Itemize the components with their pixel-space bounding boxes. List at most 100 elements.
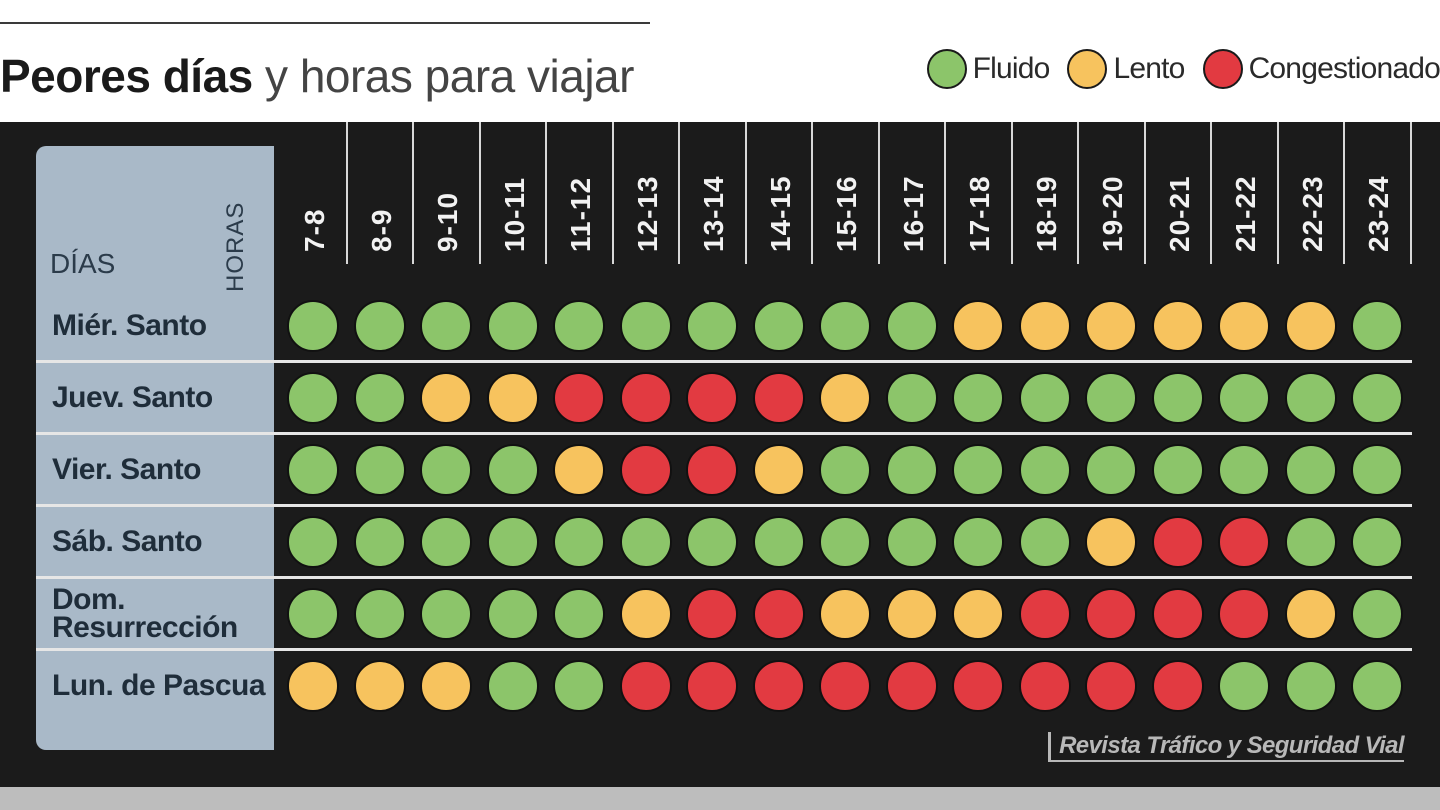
hour-column-divider	[545, 122, 547, 264]
traffic-dot	[1085, 444, 1138, 496]
traffic-dot	[952, 444, 1005, 496]
traffic-dot	[420, 588, 473, 640]
row-separator	[36, 648, 1412, 651]
traffic-dot	[420, 444, 473, 496]
traffic-dot	[619, 372, 672, 424]
hour-column-divider	[1210, 122, 1212, 264]
traffic-dot	[353, 372, 406, 424]
day-tick-label: Miér. Santo	[52, 309, 207, 342]
traffic-dot	[819, 300, 872, 352]
top-rule	[0, 22, 650, 24]
traffic-dot	[553, 372, 606, 424]
day-tick-label: Lun. de Pascua	[52, 669, 266, 702]
traffic-dot	[553, 444, 606, 496]
traffic-dot	[287, 588, 340, 640]
hour-tick-label: 8-9	[365, 208, 397, 252]
traffic-dot	[1018, 588, 1071, 640]
traffic-dot	[1018, 516, 1071, 568]
traffic-dot	[819, 588, 872, 640]
traffic-dot	[420, 372, 473, 424]
hour-tick-label: 22-23	[1296, 175, 1328, 252]
traffic-dot	[1351, 300, 1404, 352]
hour-tick-label: 9-10	[432, 191, 464, 252]
traffic-dot	[353, 660, 406, 712]
hour-column-divider	[811, 122, 813, 264]
traffic-dot	[686, 588, 739, 640]
title-light: y horas para viajar	[265, 50, 634, 102]
traffic-dot	[619, 300, 672, 352]
traffic-dot	[1218, 516, 1271, 568]
traffic-dot	[885, 444, 938, 496]
day-label-line: Dom.	[52, 583, 126, 616]
traffic-dot	[420, 300, 473, 352]
traffic-dot	[1151, 444, 1204, 496]
traffic-dot	[486, 588, 539, 640]
traffic-dot	[1151, 300, 1204, 352]
traffic-dot	[952, 516, 1005, 568]
traffic-dot	[1018, 300, 1071, 352]
traffic-dot	[287, 660, 340, 712]
legend-item: Fluido	[926, 49, 1050, 89]
hours-axis-label: HORAS	[222, 201, 249, 292]
traffic-dot	[287, 372, 340, 424]
traffic-dot	[486, 516, 539, 568]
traffic-dot	[619, 516, 672, 568]
traffic-dot	[1284, 588, 1337, 640]
traffic-dot	[952, 300, 1005, 352]
board-bottom-strip	[0, 787, 1440, 810]
hour-tick-label: 16-17	[897, 175, 929, 252]
traffic-dot	[1151, 660, 1204, 712]
traffic-dot	[1085, 372, 1138, 424]
traffic-dot	[752, 588, 805, 640]
traffic-dot	[819, 444, 872, 496]
hour-tick-label: 7-8	[299, 208, 331, 252]
traffic-dot	[819, 516, 872, 568]
legend: Fluido Lento Congestionado	[855, 44, 1440, 94]
traffic-dot	[486, 372, 539, 424]
traffic-dot	[819, 372, 872, 424]
day-tick-label: Vier. Santo	[52, 453, 202, 486]
legend-item: Congestionado	[1202, 49, 1440, 89]
traffic-dot	[1085, 588, 1138, 640]
traffic-dot	[952, 660, 1005, 712]
hour-column-divider	[1276, 122, 1279, 264]
legend-dot	[1067, 49, 1108, 89]
hour-column-divider	[611, 122, 614, 264]
traffic-dot	[1351, 588, 1404, 640]
traffic-dot	[353, 516, 406, 568]
day-label-line: Resurrección	[52, 611, 238, 644]
traffic-dot	[486, 660, 539, 712]
traffic-dot	[1284, 300, 1337, 352]
traffic-dot	[1218, 300, 1271, 352]
hour-column-divider	[345, 122, 348, 264]
hour-column-divider	[678, 122, 680, 264]
title-bold: Peores días	[0, 50, 253, 102]
traffic-dot	[1351, 444, 1404, 496]
hour-column-divider	[412, 122, 414, 264]
traffic-dot	[1218, 444, 1271, 496]
traffic-dot	[1284, 444, 1337, 496]
traffic-dot	[819, 660, 872, 712]
traffic-dot	[553, 588, 606, 640]
traffic-dot	[1018, 444, 1071, 496]
traffic-dot	[686, 444, 739, 496]
traffic-dot	[1151, 588, 1204, 640]
hour-tick-label: 23-24	[1363, 175, 1395, 252]
traffic-dot	[486, 300, 539, 352]
days-axis-label: DÍAS	[50, 248, 116, 279]
traffic-dot	[553, 300, 606, 352]
traffic-dot	[752, 660, 805, 712]
hour-column-divider	[1143, 122, 1146, 264]
hour-tick-label: 20-21	[1163, 175, 1195, 252]
source-credit: Revista Tráfico y Seguridad Vial	[1048, 732, 1405, 762]
hour-tick-label: 14-15	[764, 175, 796, 252]
traffic-dot	[885, 516, 938, 568]
traffic-dot	[1151, 372, 1204, 424]
traffic-dot	[1284, 516, 1337, 568]
traffic-dot	[1218, 372, 1271, 424]
traffic-dot	[1284, 372, 1337, 424]
traffic-dot	[353, 300, 406, 352]
traffic-dot	[752, 372, 805, 424]
day-tick-label: Sáb. Santo	[52, 525, 203, 558]
traffic-dot	[885, 660, 938, 712]
